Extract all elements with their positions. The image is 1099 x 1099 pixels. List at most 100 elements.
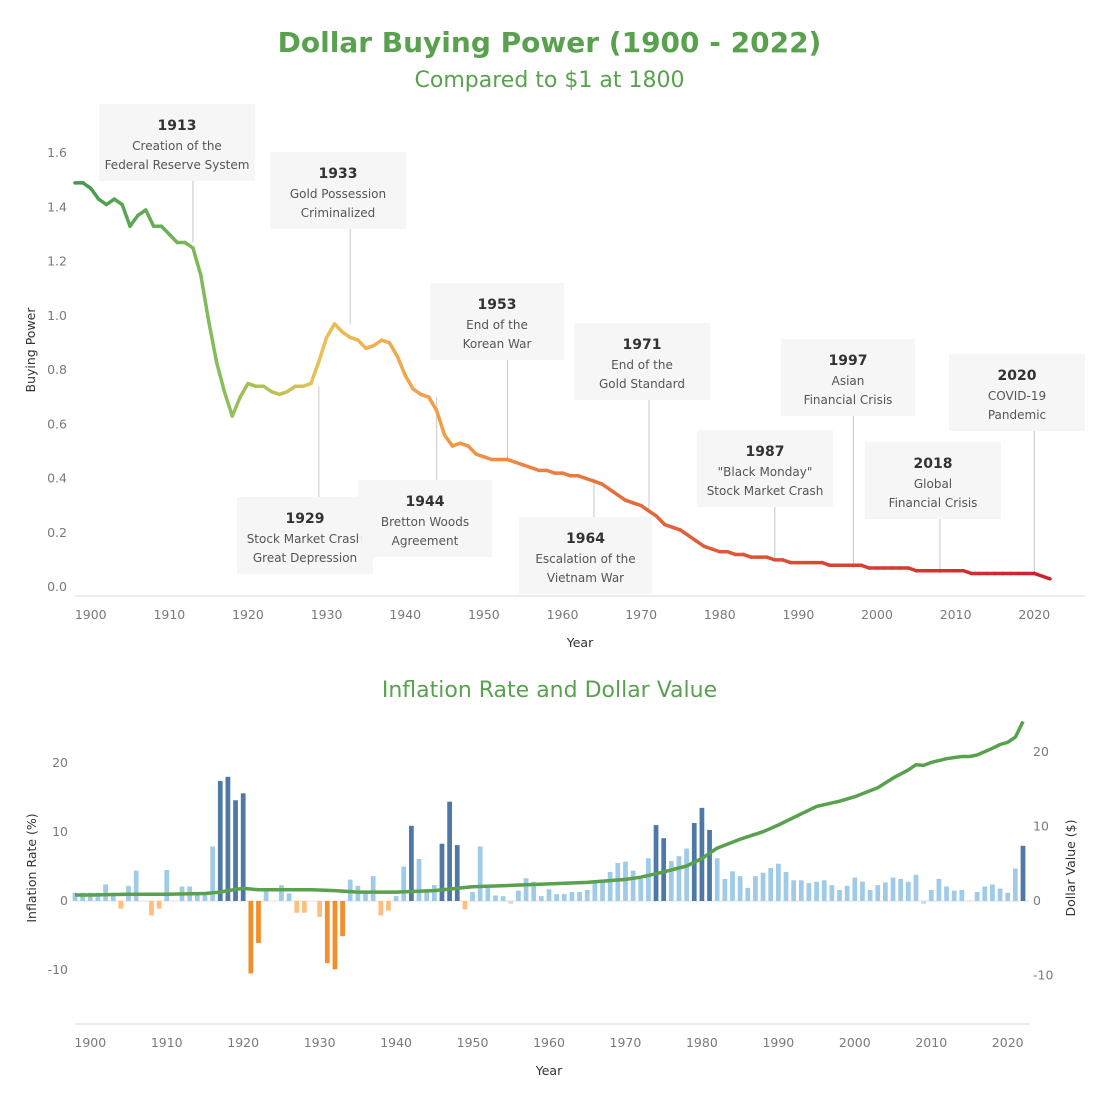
y-tick-label: 1.6 bbox=[47, 145, 67, 160]
inflation-bar bbox=[844, 885, 850, 901]
inflation-bar bbox=[875, 885, 881, 901]
inflation-bar bbox=[233, 800, 238, 901]
inflation-bar bbox=[783, 872, 789, 901]
inflation-bar bbox=[951, 890, 957, 901]
y-axis-title: Inflation Rate (%) bbox=[24, 813, 39, 922]
x-tick-label: 2020 bbox=[992, 1035, 1024, 1050]
inflation-bar bbox=[370, 876, 376, 901]
x-tick-label: 2020 bbox=[1018, 607, 1050, 622]
annotation-box bbox=[865, 442, 1001, 519]
annotation-text: Financial Crisis bbox=[889, 496, 978, 510]
dollar-value-line-path bbox=[75, 720, 1025, 897]
inflation-bar bbox=[944, 886, 949, 901]
inflation-bar bbox=[974, 892, 980, 901]
buying-power-line-segment bbox=[222, 389, 235, 418]
annotation-year: 1944 bbox=[406, 494, 445, 510]
buying-power-line-segment bbox=[655, 514, 667, 527]
annotation-year: 1933 bbox=[319, 166, 358, 182]
annotation-leaders bbox=[192, 181, 1035, 574]
inflation-bar bbox=[798, 880, 804, 901]
annotation-year: 1964 bbox=[566, 531, 605, 547]
y-tick-label: 1.4 bbox=[47, 199, 67, 214]
inflation-bar bbox=[646, 858, 651, 901]
inflation-bar bbox=[806, 883, 812, 901]
inflation-bar bbox=[684, 848, 689, 901]
inflation-bar bbox=[516, 890, 521, 901]
annotation-1929: 1929 Stock Market Crash Great Depression bbox=[237, 497, 373, 574]
inflation-bar bbox=[768, 867, 774, 901]
buying-power-line-segment bbox=[1040, 574, 1052, 581]
inflation-bar bbox=[416, 858, 422, 901]
inflation-bar bbox=[905, 881, 911, 901]
x-tick-label: 1900 bbox=[74, 1035, 106, 1050]
buying-power-line-segment bbox=[167, 232, 179, 245]
inflation-bar bbox=[630, 870, 636, 901]
buying-power-line-segment bbox=[214, 360, 227, 394]
x-tick-label: 1940 bbox=[389, 607, 421, 622]
inflation-bar bbox=[569, 892, 575, 901]
annotation-year: 1987 bbox=[746, 444, 785, 460]
x-tick-label: 1900 bbox=[75, 607, 107, 622]
inflation-bar bbox=[531, 881, 537, 901]
inflation-bar bbox=[921, 901, 926, 904]
inflation-bar bbox=[279, 885, 284, 901]
buying-power-line-segment bbox=[403, 373, 415, 391]
y-tick-label: -10 bbox=[48, 962, 68, 977]
inflation-bar bbox=[87, 892, 93, 901]
inflation-bar bbox=[997, 888, 1003, 901]
y-axis-title: Buying Power bbox=[23, 307, 38, 393]
annotation-box bbox=[430, 283, 564, 360]
x-tick-label: 2010 bbox=[915, 1035, 947, 1050]
inflation-bar bbox=[638, 878, 644, 901]
inflation-bar bbox=[378, 901, 384, 916]
inflation-bars bbox=[72, 776, 1026, 974]
buying-power-line-segment bbox=[199, 273, 211, 323]
annotation-text: Asian bbox=[832, 374, 865, 388]
buying-power-line bbox=[73, 181, 1052, 581]
buying-power-line-segment bbox=[395, 354, 407, 378]
x-tick-label: 2000 bbox=[839, 1035, 871, 1050]
inflation-bar bbox=[133, 870, 139, 901]
x-tick-label: 2010 bbox=[940, 607, 972, 622]
chart-title: Dollar Buying Power (1900 - 2022) bbox=[278, 26, 822, 59]
annotation-year: 2020 bbox=[998, 368, 1037, 384]
x-tick-label: 1910 bbox=[153, 607, 185, 622]
annotation-1953: 1953 End of the Korean War bbox=[430, 283, 564, 360]
inflation-bar bbox=[363, 890, 368, 901]
buying-power-line-segment bbox=[309, 360, 321, 386]
inflation-bar bbox=[883, 882, 888, 901]
inflation-bar bbox=[294, 901, 300, 913]
annotation-box bbox=[237, 497, 373, 574]
inflation-bar bbox=[462, 901, 468, 910]
inflation-bar bbox=[409, 825, 414, 901]
annotation-text: Gold Possession bbox=[290, 187, 386, 201]
annotation-box bbox=[949, 354, 1085, 431]
inflation-bar bbox=[676, 856, 682, 901]
annotation-box bbox=[781, 339, 915, 416]
annotation-text: Vietnam War bbox=[547, 571, 624, 585]
y-tick-label: 20 bbox=[52, 755, 68, 770]
inflation-bar bbox=[194, 892, 200, 901]
x-tick-label: 1960 bbox=[533, 1035, 565, 1050]
annotation-text: End of the bbox=[466, 318, 528, 332]
annotation-text: "Black Monday" bbox=[718, 465, 813, 479]
annotation-2018: 2018 Global Financial Crisis bbox=[865, 442, 1001, 519]
buying-power-line-segment bbox=[427, 395, 439, 413]
x-tick-label: 2000 bbox=[861, 607, 893, 622]
annotation-text: Criminalized bbox=[301, 206, 376, 220]
annotation-box bbox=[270, 152, 406, 229]
inflation-bar bbox=[149, 901, 154, 916]
annotation-text: Financial Crisis bbox=[804, 393, 893, 407]
inflation-bar bbox=[118, 901, 124, 909]
annotation-text: Gold Standard bbox=[599, 377, 685, 391]
inflation-bar bbox=[990, 884, 995, 901]
buying-power-line-segment bbox=[466, 444, 478, 456]
inflation-bar bbox=[707, 829, 712, 901]
annotations: 1913 Creation of the Federal Reserve Syste… bbox=[99, 104, 1085, 594]
inflation-bar bbox=[454, 845, 460, 901]
inflation-bar bbox=[1012, 868, 1018, 901]
buying-power-line-segment bbox=[434, 408, 447, 437]
x-tick-label: 1970 bbox=[610, 1035, 642, 1050]
